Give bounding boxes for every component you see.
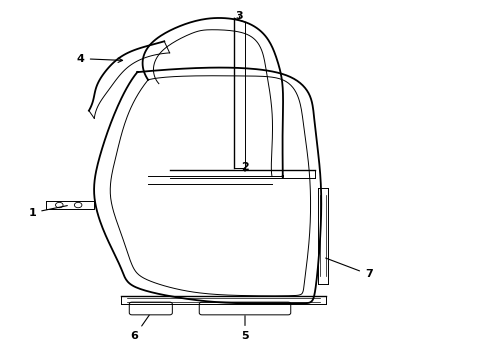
Text: 3: 3: [236, 11, 244, 21]
Text: 1: 1: [28, 206, 67, 218]
Text: 5: 5: [241, 316, 249, 341]
Text: 6: 6: [131, 315, 149, 341]
FancyBboxPatch shape: [199, 302, 291, 315]
FancyBboxPatch shape: [129, 302, 172, 315]
Text: 7: 7: [326, 258, 373, 279]
Text: 4: 4: [77, 54, 122, 64]
Text: 2: 2: [241, 162, 249, 171]
